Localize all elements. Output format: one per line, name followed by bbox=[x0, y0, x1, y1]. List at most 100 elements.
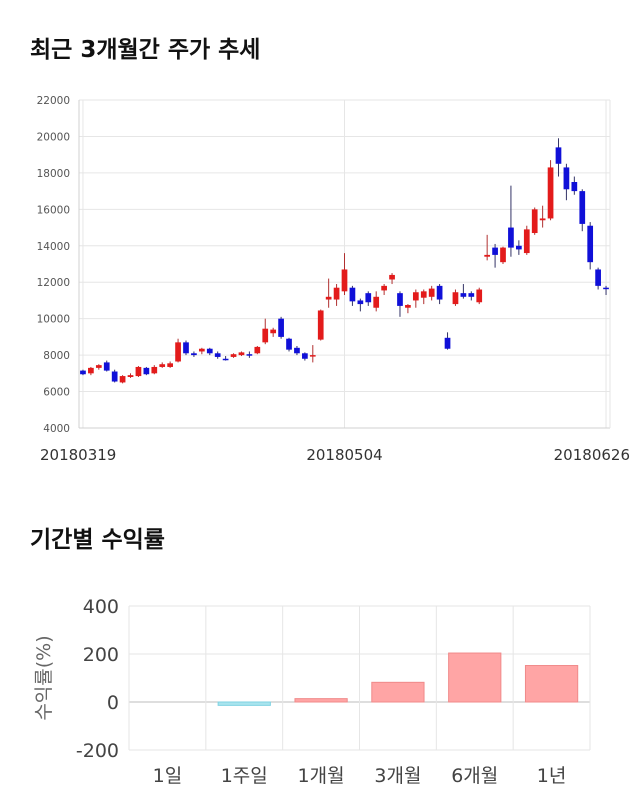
candle bbox=[349, 285, 356, 306]
candle bbox=[286, 337, 292, 352]
candle-body bbox=[444, 337, 451, 349]
candle bbox=[246, 351, 253, 358]
candle-body bbox=[317, 310, 324, 340]
y-axis-label: 수익률(%) bbox=[33, 635, 55, 720]
candle bbox=[587, 222, 594, 270]
category-label: 1개월 bbox=[298, 765, 345, 787]
category-label: 6개월 bbox=[451, 765, 498, 787]
candle-body bbox=[476, 289, 483, 303]
candle bbox=[143, 366, 150, 376]
candle-body bbox=[547, 167, 554, 219]
y-tick-label: 16000 bbox=[37, 204, 70, 216]
candle-body bbox=[111, 371, 118, 382]
candle bbox=[500, 246, 506, 264]
candle bbox=[579, 189, 586, 232]
candle bbox=[119, 375, 126, 384]
candle bbox=[309, 345, 316, 363]
candle-body bbox=[555, 147, 562, 164]
candle bbox=[595, 267, 601, 290]
candle bbox=[405, 304, 411, 314]
candle bbox=[539, 205, 546, 228]
candle-body bbox=[262, 328, 269, 343]
candle-body bbox=[365, 293, 372, 303]
candle-body bbox=[143, 367, 150, 375]
candle bbox=[175, 338, 181, 363]
candle-body bbox=[206, 348, 213, 354]
candle-body bbox=[254, 346, 261, 354]
candle bbox=[452, 289, 459, 306]
candle-body bbox=[191, 353, 197, 356]
candle bbox=[476, 287, 483, 305]
candle-body bbox=[412, 292, 419, 301]
candle bbox=[365, 291, 372, 306]
candle-body bbox=[278, 318, 284, 337]
candle bbox=[555, 138, 562, 177]
candle bbox=[151, 365, 158, 375]
candle bbox=[302, 352, 308, 361]
candle bbox=[436, 284, 443, 305]
candle-body bbox=[270, 329, 277, 334]
x-tick-label: 20180626 bbox=[554, 446, 630, 464]
y-tick-label: 14000 bbox=[37, 241, 70, 253]
candle-body bbox=[183, 342, 189, 354]
candle-body bbox=[286, 338, 292, 350]
candle-body bbox=[302, 353, 308, 359]
candle-body bbox=[587, 225, 594, 263]
candle-body bbox=[341, 269, 348, 292]
candle bbox=[508, 185, 514, 257]
return-bar bbox=[524, 665, 579, 703]
candle-body bbox=[175, 342, 181, 362]
candle bbox=[531, 207, 538, 235]
candle-body bbox=[452, 292, 459, 305]
category-label: 3개월 bbox=[374, 765, 421, 787]
y-tick-label: 4000 bbox=[43, 423, 70, 435]
candle-body bbox=[230, 354, 237, 357]
y-tick-label: 20000 bbox=[37, 131, 70, 143]
candle-body bbox=[381, 285, 387, 291]
candle bbox=[103, 360, 110, 372]
candle-body bbox=[389, 274, 395, 280]
return-bar bbox=[217, 701, 271, 706]
return-bar bbox=[448, 652, 502, 703]
candle bbox=[127, 373, 134, 378]
candle-body bbox=[357, 300, 364, 305]
candle-body bbox=[238, 352, 245, 356]
candle bbox=[278, 316, 284, 339]
candle bbox=[88, 366, 94, 376]
candle bbox=[238, 351, 245, 357]
candle bbox=[389, 273, 395, 285]
candle bbox=[222, 356, 229, 361]
candle bbox=[603, 285, 609, 295]
candle bbox=[563, 163, 570, 201]
candle-body bbox=[88, 367, 94, 374]
y-tick-label: 18000 bbox=[37, 168, 70, 180]
return-bar bbox=[371, 681, 425, 703]
candle-body bbox=[523, 229, 530, 254]
y-tick-label: 400 bbox=[83, 596, 119, 618]
candle bbox=[135, 366, 142, 377]
candle-body bbox=[460, 293, 467, 297]
candle bbox=[95, 364, 102, 370]
candle bbox=[547, 160, 554, 221]
candle bbox=[325, 278, 332, 308]
candle-body bbox=[135, 366, 142, 377]
candle bbox=[468, 291, 475, 301]
y-tick-label: -200 bbox=[76, 740, 119, 762]
candle-body bbox=[397, 293, 403, 306]
candle-body bbox=[309, 355, 316, 357]
candle bbox=[317, 309, 324, 341]
candle bbox=[412, 289, 419, 308]
candle-body bbox=[579, 191, 586, 224]
candle-body bbox=[492, 247, 498, 255]
candle bbox=[397, 291, 403, 317]
candle-body bbox=[539, 218, 546, 221]
candle bbox=[80, 369, 86, 376]
candle-body bbox=[373, 296, 380, 308]
candle bbox=[254, 346, 261, 355]
candle-body bbox=[468, 293, 475, 297]
candle bbox=[333, 284, 340, 306]
candle-body bbox=[198, 348, 205, 352]
candle-body bbox=[428, 288, 435, 297]
returns-title: 기간별 수익률 bbox=[30, 527, 165, 553]
